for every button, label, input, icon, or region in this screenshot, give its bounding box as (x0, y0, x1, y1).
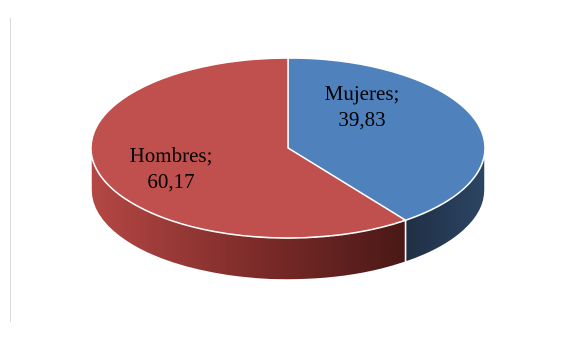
chart-border-line (10, 18, 11, 322)
pie-slice-hombres (90, 57, 408, 239)
data-label-hombres: Hombres; 60,17 (130, 143, 213, 193)
data-label-mujeres: Mujeres; 39,83 (325, 81, 400, 131)
pie-slice-mujeres (287, 57, 486, 222)
data-label-mujeres-category: Mujeres; (325, 81, 400, 105)
data-label-hombres-category: Hombres; (130, 143, 213, 167)
data-label-mujeres-value: 39,83 (338, 107, 385, 131)
data-label-hombres-value: 60,17 (147, 169, 194, 193)
